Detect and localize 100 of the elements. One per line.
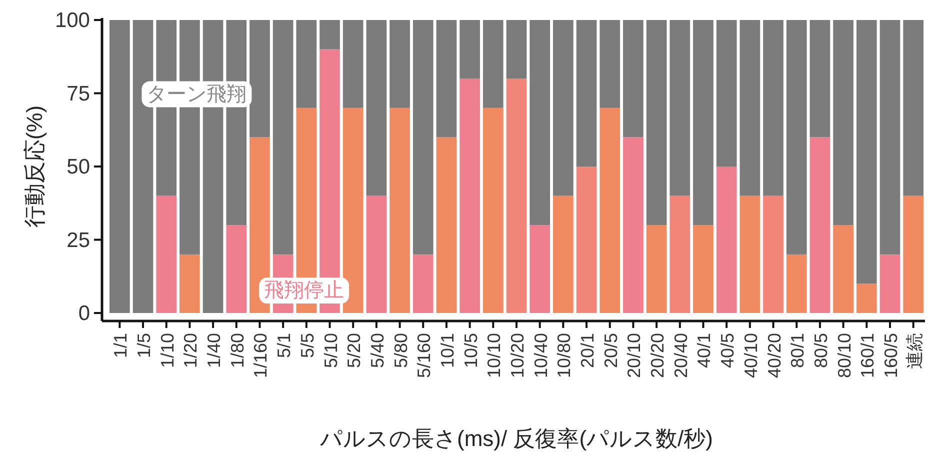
bar [623,137,644,313]
bar [670,196,690,313]
bar [553,196,574,313]
bar [342,20,364,108]
bar [180,254,200,313]
bar [646,225,667,313]
bar [880,20,900,254]
x-tick-label: 連続 [904,333,924,369]
bar [716,166,737,313]
x-tick-label: 1/1 [110,333,131,358]
bar [110,20,130,313]
bar [342,108,364,313]
x-tick-label: 10/40 [530,333,551,378]
bar [880,254,900,313]
bar [250,20,270,138]
bar [530,225,550,313]
bar [716,20,737,166]
x-tick-label: 40/20 [764,333,784,378]
bar [436,137,457,313]
y-tick-label: 75 [66,82,90,106]
bar [366,196,387,313]
x-tick-label: 1/40 [204,333,224,368]
bar [786,254,807,313]
x-tick-label: 160/1 [858,333,878,378]
bar [412,20,434,254]
bar [576,166,597,313]
bar [623,20,644,138]
series-label: 飛翔停止 [264,280,344,302]
bar [833,20,854,226]
x-tick-label: 40/5 [718,333,738,368]
bar [576,20,597,166]
bar [226,225,247,313]
bar [740,20,760,196]
bar [156,196,177,313]
bar [296,20,317,108]
x-tick-label: 1/80 [227,333,248,368]
x-tick-label: 80/10 [834,333,854,378]
x-tick-label: 80/1 [788,333,808,368]
x-tick-label: 20/5 [600,333,621,368]
bar [810,20,830,138]
bar [833,225,854,313]
x-tick-label: 20/10 [624,333,644,378]
x-tick-label: 5/10 [320,333,341,368]
bar [763,196,784,313]
bar [320,20,340,50]
x-tick-label: 10/10 [484,333,504,378]
x-tick-label: 1/5 [134,333,154,358]
bar [600,20,620,108]
x-tick-label: 5/20 [344,333,364,368]
x-tick-label: 40/10 [740,333,761,378]
bar [506,78,527,313]
x-tick-label: 5/1 [274,333,294,358]
x-tick-label: 5/80 [390,333,411,368]
x-tick-label: 1/160 [250,333,271,378]
bar [810,137,830,313]
x-tick-label: 40/1 [694,333,714,368]
bar [482,108,504,313]
y-tick-label: 25 [66,228,90,252]
bar [670,20,690,196]
x-tick-label: 10/80 [554,333,574,378]
x-tick-label: 10/5 [460,333,481,368]
bar [506,20,527,79]
y-axis-title: 行動反応(%) [22,105,47,228]
x-tick-label: 5/160 [414,333,434,378]
bar [482,20,504,108]
x-tick-label: 20/40 [670,333,691,378]
bar [786,20,807,254]
series-label: ターン飛翔 [146,83,247,106]
x-tick-label: 160/5 [880,333,901,378]
x-tick-label: 20/20 [648,333,668,378]
bar [856,20,877,284]
bar [390,108,410,313]
x-tick-label: 5/40 [367,333,388,368]
bar [903,20,924,196]
x-tick-label: 1/20 [180,333,201,368]
y-tick-label: 50 [66,156,90,178]
x-tick-label: 80/5 [810,333,831,368]
bar [530,20,550,226]
bar [693,225,714,313]
y-tick-label: 100 [54,9,90,32]
bar [390,20,410,108]
bar [763,20,784,196]
x-tick-label: 1/10 [157,333,178,368]
bar [903,196,924,313]
bar [646,20,667,226]
bar [856,284,877,313]
bar [460,20,480,79]
x-axis-title: パルスの長さ(ms)/ 反復率(パルス数/秒) [319,426,713,451]
x-tick-label: 10/20 [508,333,528,378]
bar [272,20,294,254]
bar [693,20,714,226]
bar [600,108,620,313]
y-tick-label: 0 [78,302,90,325]
x-tick-label: 10/1 [437,333,458,368]
x-tick-label: 20/1 [578,333,598,368]
bar [740,196,760,313]
bar [553,20,574,196]
bar [436,20,457,138]
bar [412,254,434,313]
bar [460,78,480,313]
